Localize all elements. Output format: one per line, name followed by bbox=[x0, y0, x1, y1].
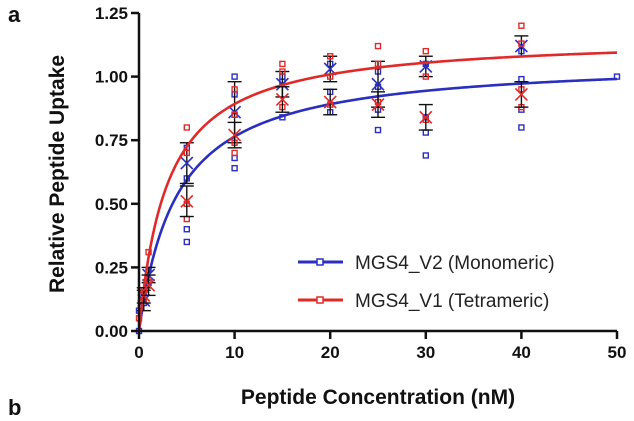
data-point bbox=[374, 126, 382, 134]
data-point bbox=[231, 164, 238, 172]
mean-marker bbox=[323, 95, 337, 109]
mean-marker-stroke bbox=[371, 77, 385, 91]
data-point bbox=[422, 47, 429, 55]
mean-marker-stroke bbox=[514, 87, 528, 101]
mean-marker bbox=[180, 194, 194, 208]
y-tick-label: 0.75 bbox=[95, 131, 128, 150]
data-point bbox=[279, 60, 286, 68]
legend: MGS4_V2 (Monomeric) MGS4_V1 (Tetrameric) bbox=[298, 253, 555, 312]
data-point bbox=[518, 40, 525, 47]
fit-curve bbox=[137, 51, 618, 332]
x-tick-label: 10 bbox=[225, 343, 244, 362]
y-tick-label: 0.00 bbox=[95, 322, 128, 341]
data-point bbox=[183, 149, 191, 157]
data-point bbox=[183, 226, 191, 233]
data-point bbox=[518, 22, 525, 29]
mean-marker bbox=[419, 110, 433, 124]
mean-marker bbox=[371, 98, 385, 112]
series-1 bbox=[135, 35, 621, 335]
mean-marker bbox=[275, 92, 289, 107]
data-point bbox=[183, 238, 191, 246]
x-tick-label: 30 bbox=[416, 343, 435, 362]
data-point bbox=[279, 68, 286, 75]
x-tick-label: 0 bbox=[134, 343, 143, 362]
mean-marker bbox=[228, 128, 242, 142]
data-point bbox=[231, 149, 238, 157]
mean-marker-stroke bbox=[180, 156, 194, 170]
panel-label-a: a bbox=[8, 2, 21, 27]
mean-marker-stroke bbox=[141, 278, 156, 292]
mean-marker-stroke bbox=[371, 98, 385, 112]
y-tick-label: 0.25 bbox=[95, 258, 128, 277]
mean-marker-stroke bbox=[180, 194, 194, 208]
x-tick-label: 40 bbox=[512, 343, 531, 362]
y-tick-label: 1.25 bbox=[95, 4, 128, 23]
data-point bbox=[231, 86, 238, 93]
y-tick-label: 0.50 bbox=[95, 195, 128, 214]
data-point bbox=[518, 75, 525, 83]
legend-label: MGS4_V2 (Monomeric) bbox=[355, 253, 555, 274]
legend-marker bbox=[316, 296, 324, 304]
data-point bbox=[518, 124, 525, 131]
data-point bbox=[422, 73, 429, 80]
x-axis-title: Peptide Concentration (nM) bbox=[241, 386, 515, 409]
mean-marker bbox=[514, 87, 528, 101]
data-point bbox=[422, 152, 429, 159]
data-point bbox=[231, 154, 238, 162]
mean-marker-stroke bbox=[275, 92, 289, 107]
mean-marker-stroke bbox=[419, 110, 433, 124]
mean-marker-stroke bbox=[323, 95, 337, 109]
data-point bbox=[374, 42, 382, 50]
axes-layer: 0.00 0.25 0.50 0.75 1.00 1.25 0 10 20 30 40 50 bbox=[95, 4, 627, 362]
mean-marker bbox=[371, 77, 385, 91]
data-point bbox=[422, 129, 429, 136]
y-axis-title: Relative Peptide Uptake bbox=[46, 55, 69, 293]
x-tick-label: 20 bbox=[321, 343, 340, 362]
legend-marker bbox=[316, 258, 324, 266]
data-point bbox=[327, 53, 334, 60]
data-point bbox=[183, 215, 191, 223]
mean-marker-stroke bbox=[228, 128, 242, 142]
legend-label: MGS4_V1 (Tetrameric) bbox=[355, 291, 549, 312]
series-layer bbox=[135, 22, 621, 335]
data-point bbox=[231, 111, 238, 118]
y-tick-label: 1.00 bbox=[95, 68, 128, 87]
mean-marker-stroke bbox=[323, 62, 337, 76]
data-point bbox=[183, 124, 191, 131]
mean-marker bbox=[141, 278, 156, 292]
panel-label-b: b bbox=[8, 395, 22, 420]
x-tick-label: 50 bbox=[608, 343, 627, 362]
data-point bbox=[231, 73, 238, 80]
mean-marker bbox=[180, 156, 194, 170]
